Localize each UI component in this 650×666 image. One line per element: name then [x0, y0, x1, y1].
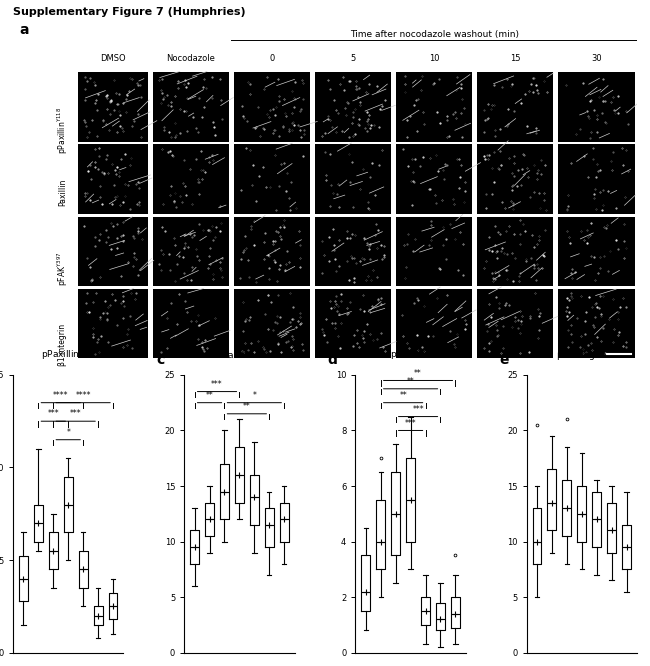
Bar — [477, 145, 553, 214]
Text: **: ** — [243, 402, 251, 411]
Text: Paxillin: Paxillin — [58, 179, 68, 206]
Text: **: ** — [399, 391, 407, 400]
Bar — [153, 216, 229, 286]
Bar — [234, 216, 310, 286]
Text: 10: 10 — [429, 54, 439, 63]
Bar — [234, 73, 310, 142]
Text: Supplementary Figure 7 (Humphries): Supplementary Figure 7 (Humphries) — [13, 7, 246, 17]
Bar — [234, 145, 310, 214]
Title: Paxillin: Paxillin — [224, 351, 255, 360]
Bar — [78, 73, 148, 142]
Bar — [315, 73, 391, 142]
Bar — [477, 216, 553, 286]
Bar — [558, 73, 634, 142]
Text: pPaxillin$^{Y118}$: pPaxillin$^{Y118}$ — [56, 107, 70, 154]
Bar — [78, 216, 148, 286]
Text: a: a — [20, 23, 29, 37]
Text: d: d — [328, 353, 337, 367]
Bar — [153, 145, 229, 214]
Bar — [234, 288, 310, 358]
Text: ****: **** — [53, 391, 68, 400]
Text: 0: 0 — [269, 54, 274, 63]
Text: **: ** — [414, 369, 422, 378]
Text: e: e — [499, 353, 508, 367]
Text: ***: *** — [211, 380, 223, 389]
Bar — [477, 73, 553, 142]
Bar — [396, 73, 473, 142]
Bar — [153, 73, 229, 142]
Title: pFAK$^{Y397}$: pFAK$^{Y397}$ — [391, 348, 431, 362]
Bar — [315, 216, 391, 286]
Bar — [396, 145, 473, 214]
Bar — [153, 288, 229, 358]
Bar — [315, 145, 391, 214]
Text: β1 integrin: β1 integrin — [58, 324, 68, 366]
Bar — [396, 216, 473, 286]
Text: **: ** — [407, 377, 415, 386]
Text: 30: 30 — [591, 54, 602, 63]
Text: ***: *** — [70, 410, 81, 418]
Text: Nocodazole: Nocodazole — [166, 54, 215, 63]
Bar — [558, 288, 634, 358]
Text: Time after nocodazole washout (min): Time after nocodazole washout (min) — [350, 30, 519, 39]
Bar — [558, 145, 634, 214]
Bar — [477, 288, 553, 358]
Text: ***: *** — [47, 410, 59, 418]
Bar — [558, 216, 634, 286]
Bar — [78, 145, 148, 214]
Title: β1 integrin: β1 integrin — [557, 351, 606, 360]
Bar — [396, 288, 473, 358]
Text: DMSO: DMSO — [100, 54, 125, 63]
Text: **: ** — [205, 391, 213, 400]
Text: ****: **** — [75, 391, 91, 400]
Bar — [315, 288, 391, 358]
Title: pPaxillin$^{Y118}$: pPaxillin$^{Y118}$ — [41, 348, 96, 362]
Text: pFAK$^{Y397}$: pFAK$^{Y397}$ — [56, 251, 70, 286]
Text: ***: *** — [405, 419, 417, 428]
Bar — [78, 288, 148, 358]
Text: *: * — [252, 391, 256, 400]
Text: *: * — [66, 428, 70, 437]
Text: 5: 5 — [350, 54, 356, 63]
Text: ***: *** — [412, 405, 424, 414]
Text: c: c — [157, 353, 165, 367]
Text: 15: 15 — [510, 54, 521, 63]
